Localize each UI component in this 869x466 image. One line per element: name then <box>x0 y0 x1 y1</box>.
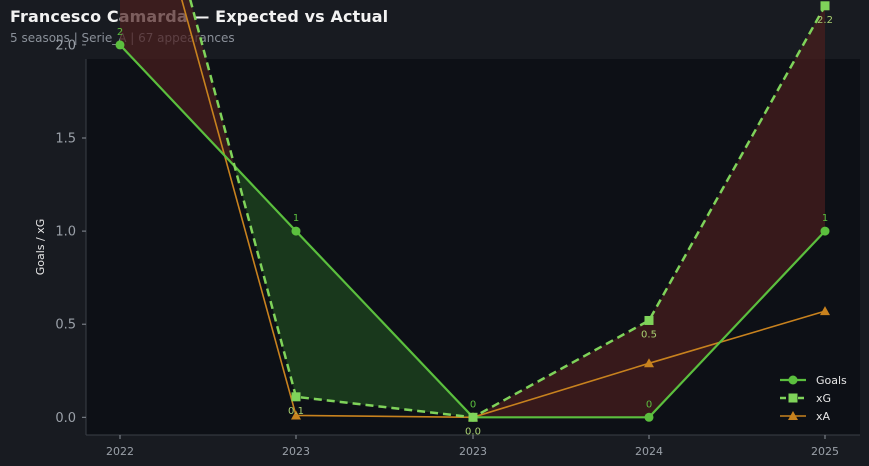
x-tick-label: 2022 <box>106 445 134 458</box>
y-tick-label: 2.0 <box>55 38 76 53</box>
xg-data-label: 0.1 <box>288 406 304 417</box>
chart-title: Francesco Camarda — Expected vs Actual <box>10 7 389 26</box>
goals-data-label: 1 <box>822 213 828 224</box>
x-tick-label: 2024 <box>635 445 663 458</box>
series-goals-point <box>115 40 125 50</box>
xg-data-label: 0.5 <box>641 329 657 340</box>
y-tick-label: 0.5 <box>55 318 76 333</box>
series-xg-point <box>644 315 654 325</box>
legend-xg-marker <box>788 393 798 403</box>
overperform-area <box>234 166 473 418</box>
legend-xa-marker <box>788 411 798 420</box>
underperform-area <box>473 5 825 418</box>
goals-data-label: 0 <box>470 399 476 410</box>
series-xa-point <box>644 358 654 368</box>
series-goals-point <box>820 226 830 236</box>
goals-data-label: 1 <box>293 213 299 224</box>
x-tick-label: 2023 <box>282 445 310 458</box>
y-tick-label: 0.0 <box>55 411 76 426</box>
goals-data-label: 2 <box>117 27 123 38</box>
series-xa-point <box>820 306 830 316</box>
series-xg-point <box>468 412 478 422</box>
series-goals-point <box>644 412 654 422</box>
series-xg-point <box>820 1 830 11</box>
xg-data-label: 0.0 <box>465 426 481 437</box>
y-tick-label: 1.5 <box>55 132 76 147</box>
legend-xa-label: xA <box>816 410 831 423</box>
xg-data-label: 2.2 <box>817 15 833 26</box>
series-xa-point <box>291 410 301 420</box>
legend-xg-label: xG <box>816 392 831 405</box>
legend-goals-marker <box>788 375 798 385</box>
series-goals-point <box>291 226 301 236</box>
x-tick-label: 2025 <box>811 445 839 458</box>
y-tick-label: 1.0 <box>55 225 76 240</box>
legend-goals-label: Goals <box>816 374 847 387</box>
y-axis-label: Goals / xG <box>34 219 47 276</box>
x-tick-label: 2023 <box>459 445 487 458</box>
series-xg-point <box>291 392 301 402</box>
underperform-area <box>120 0 235 167</box>
goals-data-label: 0 <box>646 399 652 410</box>
